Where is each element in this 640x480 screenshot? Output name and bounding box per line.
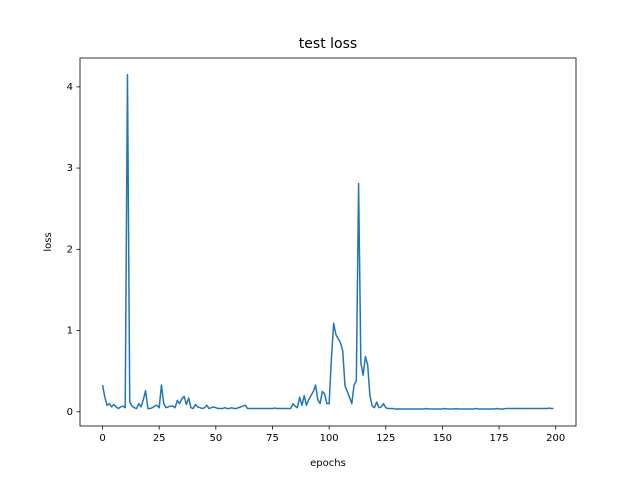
x-tick-label: 175 [490, 433, 509, 444]
x-tick-label: 25 [153, 433, 166, 444]
y-axis-label: loss [43, 232, 54, 251]
y-tick-label: 1 [67, 326, 73, 337]
x-tick-label: 75 [266, 433, 279, 444]
y-tick-label: 3 [67, 163, 73, 174]
axes-frame [79, 57, 577, 427]
x-tick-label: 100 [320, 433, 339, 444]
x-tick-label: 0 [99, 433, 105, 444]
x-tick-label: 200 [546, 433, 565, 444]
x-tick-label: 50 [209, 433, 222, 444]
x-tick-label: 150 [433, 433, 452, 444]
chart-title: test loss [299, 36, 357, 52]
loss-line [101, 73, 554, 410]
x-tick-label: 125 [376, 433, 395, 444]
y-tick-label: 2 [67, 244, 73, 255]
y-tick-label: 0 [67, 407, 73, 418]
y-tick-label: 4 [67, 82, 73, 93]
x-axis-label: epochs [310, 458, 346, 469]
